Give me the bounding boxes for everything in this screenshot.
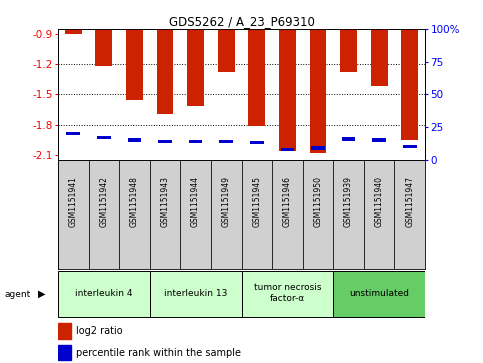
Bar [128,138,142,142]
Bar [211,160,242,269]
Bar [310,29,327,153]
Bar [401,29,418,140]
Bar [403,145,417,148]
Title: GDS5262 / A_23_P69310: GDS5262 / A_23_P69310 [169,15,314,28]
Text: log2 ratio: log2 ratio [76,326,123,336]
Text: tumor necrosis
factor-α: tumor necrosis factor-α [254,283,321,303]
Bar [218,29,235,72]
Bar [311,146,325,150]
Bar [303,160,333,269]
Bar [65,29,82,34]
Text: GSM1151942: GSM1151942 [99,176,108,227]
Text: GSM1151946: GSM1151946 [283,176,292,227]
Bar [119,160,150,269]
Bar [189,140,202,143]
Text: GSM1151944: GSM1151944 [191,176,200,227]
Text: GSM1151947: GSM1151947 [405,176,414,227]
Bar [187,29,204,106]
Bar [180,160,211,269]
Bar [248,29,265,126]
Bar [395,160,425,269]
FancyBboxPatch shape [150,271,242,317]
Text: GSM1151940: GSM1151940 [375,176,384,227]
Text: interleukin 13: interleukin 13 [164,289,227,298]
Bar [156,29,173,114]
Bar [150,160,180,269]
Bar [279,29,296,151]
FancyBboxPatch shape [58,271,150,317]
Bar [341,137,355,140]
Bar [58,345,71,360]
Bar [96,29,112,66]
Text: GSM1151943: GSM1151943 [160,176,170,227]
Bar [372,138,386,142]
Bar [281,147,294,151]
Bar [126,29,143,101]
Bar [66,132,80,135]
Bar [58,160,88,269]
Bar [97,136,111,139]
Bar [250,141,264,144]
Bar [58,323,71,339]
Bar [219,140,233,143]
Text: interleukin 4: interleukin 4 [75,289,133,298]
Bar [88,160,119,269]
Bar [272,160,303,269]
Bar [340,29,357,72]
Bar [242,160,272,269]
Bar [364,160,395,269]
Text: GSM1151945: GSM1151945 [252,176,261,227]
Text: ▶: ▶ [38,289,46,299]
FancyBboxPatch shape [242,271,333,317]
Text: agent: agent [5,290,31,298]
Bar [333,160,364,269]
FancyBboxPatch shape [333,271,425,317]
Text: GSM1151941: GSM1151941 [69,176,78,227]
Bar [158,140,172,143]
Text: GSM1151950: GSM1151950 [313,176,323,227]
Text: unstimulated: unstimulated [349,289,409,298]
Text: GSM1151948: GSM1151948 [130,176,139,227]
Text: GSM1151939: GSM1151939 [344,176,353,227]
Text: GSM1151949: GSM1151949 [222,176,231,227]
Text: percentile rank within the sample: percentile rank within the sample [76,347,242,358]
Bar [371,29,387,86]
